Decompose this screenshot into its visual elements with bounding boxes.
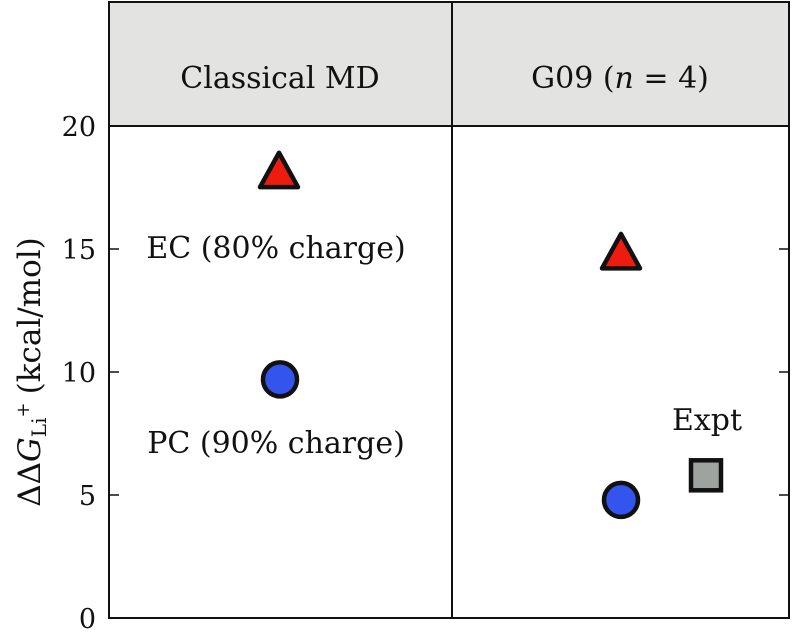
marker-circle-panel1-2 [260,360,300,399]
label-expt: Expt [672,403,742,438]
y-axis-label: ΔΔGLi+ (kcal/mol) [12,237,51,506]
label-ec: EC (80% charge) [146,231,405,266]
y-axis-label-sup: + [13,402,34,417]
panel-header-band [109,2,789,126]
label-pc: PC (90% charge) [147,426,405,461]
y-axis-label-prefix: ΔΔ [12,462,48,507]
data-markers [257,150,724,520]
y-tick-label-15: 15 [62,235,96,266]
y-axis-label-symbol: G [12,437,48,462]
marker-triangle-panel1-1 [257,150,301,190]
y-axis-ticks: 0 5 10 15 20 [62,112,789,635]
panel-title-g09-suffix: = 4) [634,61,709,96]
y-tick-label-10: 10 [62,358,96,389]
y-axis-label-units: (kcal/mol) [12,237,48,394]
panel-title-g09: G09 (n = 4) [531,61,709,96]
marker-triangle-panel2-1 [599,231,643,271]
y-tick-label-5: 5 [79,481,96,512]
y-axis-label-sub: Li [27,418,51,438]
plot-frame [108,1,790,619]
marker-square-panel2-3 [688,458,724,493]
marker-circle-panel2-2 [601,480,641,520]
panel-title-classical-md: Classical MD [180,61,379,96]
y-tick-label-20: 20 [62,112,96,143]
panel-title-g09-var: n [615,61,634,96]
y-tick-label-0: 0 [79,604,96,635]
panel-title-g09-prefix: G09 ( [531,61,614,96]
